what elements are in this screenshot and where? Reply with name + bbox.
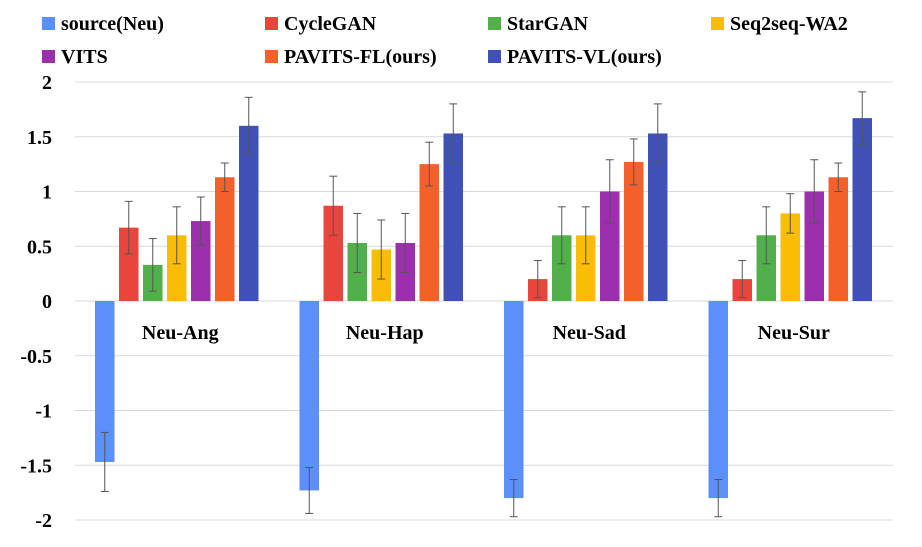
bar (167, 235, 187, 301)
legend-swatch (488, 50, 501, 63)
y-tick-label: -2 (35, 510, 52, 532)
y-tick-label: 2 (42, 72, 52, 94)
y-tick-label: -1 (35, 401, 52, 423)
legend-swatch (488, 17, 501, 30)
y-tick-label: 1 (42, 182, 52, 204)
legend: source(Neu) CycleGAN StarGAN Seq2seq-WA2 VIT… (42, 13, 848, 68)
bar (852, 118, 872, 301)
bar (756, 235, 776, 301)
category-label: Neu-Ang (142, 322, 219, 344)
bar (552, 235, 572, 301)
legend-label: VITS (61, 46, 108, 68)
bar (191, 221, 211, 301)
bar (95, 301, 115, 462)
bar (215, 177, 235, 301)
bar (780, 213, 800, 301)
bar (239, 125, 259, 301)
gridlines (75, 81, 893, 521)
legend-label: PAVITS-VL(ours) (507, 46, 662, 68)
bar (804, 191, 824, 301)
bar (443, 133, 463, 301)
y-tick-label: 0.5 (27, 236, 52, 258)
legend-label: source(Neu) (61, 13, 164, 35)
bar (708, 301, 728, 499)
y-tick-label: -1.5 (20, 455, 52, 477)
bar (600, 191, 620, 301)
bar (323, 205, 343, 301)
bar (648, 133, 668, 301)
category-label: Neu-Sad (553, 322, 626, 344)
legend-swatch (42, 50, 55, 63)
legend-label: PAVITS-FL(ours) (284, 46, 437, 68)
bar (299, 301, 319, 491)
legend-label: StarGAN (507, 13, 589, 35)
bar (419, 164, 439, 301)
y-tick-label: -0.5 (20, 346, 52, 368)
y-tick-label: 1.5 (27, 127, 52, 149)
bar (504, 301, 524, 499)
category-label: Neu-Sur (758, 322, 830, 344)
bar (624, 161, 644, 301)
legend-swatch (265, 17, 278, 30)
bar (828, 177, 848, 301)
bars (95, 91, 872, 518)
legend-swatch (711, 17, 724, 30)
category-label: Neu-Hap (346, 322, 424, 344)
legend-swatch (265, 50, 278, 63)
category-labels: Neu-Ang Neu-Hap Neu-Sad Neu-Sur (142, 322, 830, 344)
y-tick-label: 0 (42, 291, 52, 313)
bar (576, 235, 596, 301)
legend-label: Seq2seq-WA2 (730, 13, 848, 35)
legend-label: CycleGAN (284, 13, 377, 35)
bar (119, 227, 139, 301)
y-axis: 2 1.5 1 0.5 0 -0.5 -1 -1.5 -2 (20, 72, 52, 532)
legend-swatch (42, 17, 55, 30)
